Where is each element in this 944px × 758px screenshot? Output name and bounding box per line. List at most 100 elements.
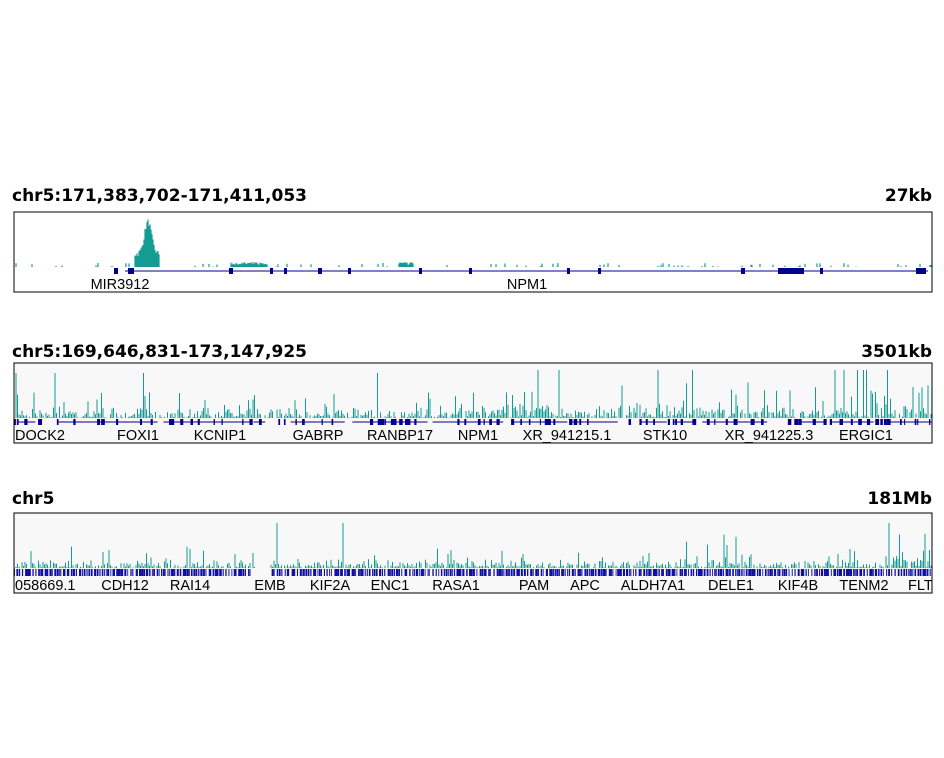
exon	[866, 419, 871, 425]
exon	[653, 419, 655, 425]
gene-label: ENC1	[371, 578, 410, 594]
exon	[169, 419, 173, 425]
gene-label: ALDH7A1	[621, 578, 685, 594]
gene-block	[836, 569, 839, 576]
gene-block	[241, 569, 243, 576]
exon	[904, 419, 906, 425]
exon	[812, 419, 816, 425]
gene-block	[706, 569, 709, 576]
gene-block	[833, 569, 836, 576]
exon	[139, 419, 143, 425]
gene-block	[762, 569, 764, 576]
exon	[348, 268, 351, 274]
gene-block	[860, 569, 863, 576]
exon	[180, 419, 184, 425]
gene-label: APC	[570, 578, 600, 594]
gene-block	[797, 569, 800, 576]
exon	[598, 268, 601, 274]
gene-block	[40, 569, 43, 576]
exon	[16, 419, 19, 425]
exon	[672, 419, 675, 425]
exon	[419, 268, 422, 274]
gene-block	[759, 569, 761, 576]
gene-block	[99, 569, 101, 576]
gene-block	[164, 569, 166, 576]
gene-block	[317, 569, 319, 576]
gene-block	[334, 569, 337, 576]
gene-block	[329, 569, 331, 576]
gene-block	[323, 569, 326, 576]
gene-block	[594, 569, 597, 576]
gene-block	[182, 569, 186, 576]
exon	[850, 419, 853, 425]
gene-block	[19, 569, 21, 576]
gene-block	[484, 569, 487, 576]
gene-block	[743, 569, 745, 576]
gene-block	[27, 569, 31, 576]
gene-block	[94, 569, 97, 576]
gene-block	[584, 569, 587, 576]
gene-block	[549, 569, 551, 576]
gene-block	[153, 569, 155, 576]
gene-block	[127, 569, 129, 576]
exon	[675, 419, 677, 425]
gene-block	[151, 569, 153, 576]
gene-block	[110, 569, 112, 576]
gene-block	[398, 569, 401, 576]
gene-block	[493, 569, 495, 576]
gene-block	[335, 569, 338, 576]
gene-block	[124, 569, 127, 576]
gene-label: FOXI1	[117, 428, 159, 444]
gene-block	[184, 569, 187, 576]
gene-block	[113, 569, 116, 576]
exon	[24, 419, 28, 425]
gene-block	[288, 569, 290, 576]
gene-block	[337, 569, 340, 576]
exon	[628, 419, 632, 425]
gene-block	[348, 569, 350, 576]
gene-block	[629, 569, 630, 576]
exon	[284, 268, 287, 274]
gene-block	[870, 569, 873, 576]
gene-block	[247, 569, 249, 576]
gene-block	[919, 569, 922, 576]
gene-block	[379, 569, 382, 576]
gene-block	[41, 569, 44, 576]
gene-block	[847, 569, 850, 576]
gene-block	[886, 569, 888, 576]
exon	[369, 419, 374, 425]
gene-block	[571, 569, 574, 576]
gene-block	[310, 569, 312, 576]
gene-block	[924, 569, 927, 576]
gene-block	[683, 569, 686, 576]
gene-block	[215, 569, 219, 576]
gene-block	[281, 569, 283, 576]
gene-block	[788, 569, 790, 576]
gene-block	[751, 569, 753, 576]
gene-block	[140, 569, 142, 576]
exon	[539, 419, 541, 425]
gene-block	[922, 569, 925, 576]
gene-block	[723, 569, 725, 576]
gene-block	[156, 569, 159, 576]
exon	[116, 419, 119, 425]
gene-block	[709, 569, 711, 576]
gene-block	[389, 569, 391, 576]
gene-block	[800, 569, 804, 576]
gene-block	[401, 569, 403, 576]
gene-block	[432, 569, 434, 576]
gene-block	[373, 569, 376, 576]
gene-block	[167, 569, 169, 576]
gene-block	[726, 569, 729, 576]
gene-block	[823, 569, 826, 576]
exon	[573, 419, 578, 425]
gene-block	[352, 569, 355, 576]
gene-block	[169, 569, 171, 576]
gene-block	[78, 569, 82, 576]
gene-block	[466, 569, 468, 576]
gene-block	[646, 569, 648, 576]
gene-block	[278, 569, 281, 576]
gene-label: CDH12	[101, 578, 149, 594]
gene-block	[479, 569, 482, 576]
gene-label: 058669.1	[15, 578, 75, 594]
